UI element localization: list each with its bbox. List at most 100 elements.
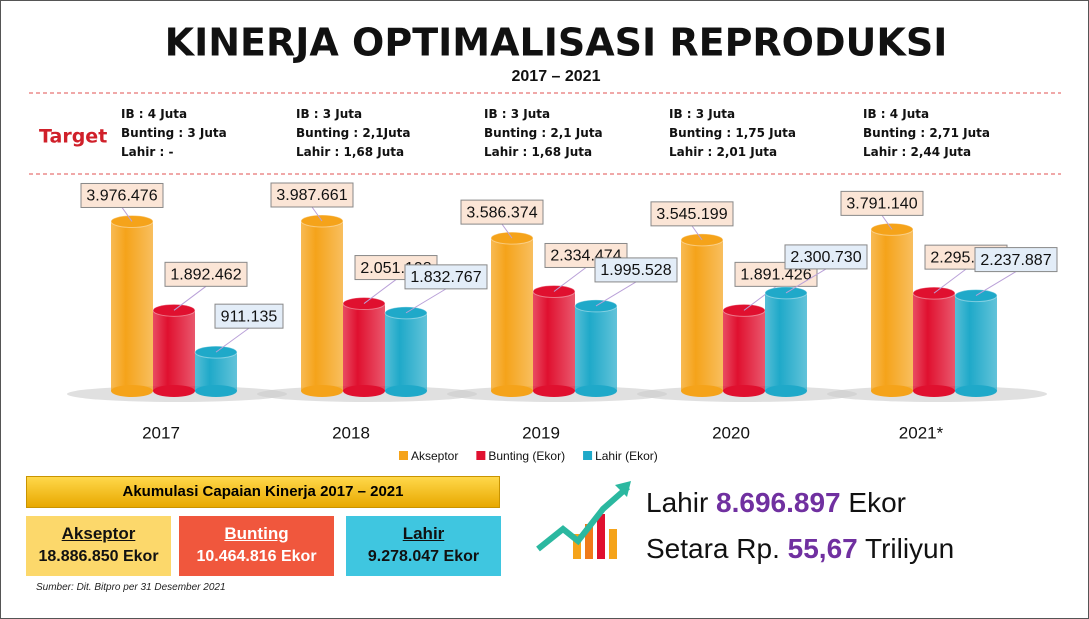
legend-swatch (476, 451, 486, 460)
x-tick-label: 2019 (522, 423, 560, 442)
target-item: IB : 3 Juta Bunting : 2,1 Juta Lahir : 1,6… (484, 105, 603, 162)
target-line: Lahir : 2,44 Juta (863, 145, 972, 159)
target-line: IB : 3 Juta (669, 107, 736, 121)
text: Triliyun (865, 533, 955, 564)
legend-swatch (399, 451, 408, 460)
x-tick-label: 2021* (899, 423, 944, 442)
chart: KINERJA OPTIMALISASI REPRODUKSI 2017 – 2… (29, 21, 1061, 463)
leader-line (173, 285, 207, 311)
bar-base (913, 385, 955, 397)
leader-line (785, 268, 827, 294)
target-line: Bunting : 2,71 Juta (863, 126, 990, 140)
box-value: 9.278.047 Ekor (367, 548, 480, 565)
highlight: Lahir 8.696.897 Ekor (646, 487, 906, 519)
leader-line (363, 279, 397, 304)
bar-base (153, 385, 195, 397)
data-label: 3.791.140 (846, 196, 917, 213)
bar (871, 229, 913, 391)
data-label: 1.891.426 (740, 267, 811, 284)
x-tick-label: 2017 (142, 423, 180, 442)
label-box (460, 199, 544, 225)
data-label: 2.237.887 (980, 252, 1051, 269)
bar-base (575, 385, 617, 397)
target-item: IB : 3 Juta Bunting : 2,1Juta Lahir : 1,68… (296, 105, 410, 162)
leader-line (881, 215, 893, 230)
leader-line (553, 267, 587, 292)
bar (385, 312, 427, 391)
target-line: IB : 3 Juta (296, 107, 363, 121)
box-value: 10.464.816 Ekor (196, 548, 317, 565)
data-label: 3.987.661 (276, 187, 347, 204)
leader-line (595, 281, 637, 307)
label-box (650, 201, 734, 227)
target-line: IB : 4 Juta (121, 107, 188, 121)
legend-label: Lahir (Ekor) (595, 449, 658, 463)
data-label: 3.586.374 (466, 204, 537, 221)
target-label: Target (39, 126, 107, 148)
leader-line (215, 327, 250, 353)
bar-base (871, 385, 913, 397)
chart-title: KINERJA OPTIMALISASI REPRODUKSI (165, 21, 948, 65)
box-title: Bunting (224, 524, 289, 543)
bar-base (765, 385, 807, 397)
target-line: Lahir : 1,68 Juta (484, 145, 593, 159)
label-box (270, 182, 354, 208)
text: Ekor (848, 487, 906, 518)
bar-base (111, 385, 153, 397)
label-box (214, 303, 284, 329)
bar (681, 239, 723, 391)
bar (491, 238, 533, 391)
bar-base (301, 385, 343, 397)
x-tick-label: 2020 (712, 423, 750, 442)
leader-line (501, 223, 513, 239)
data-label: 1.995.528 (600, 262, 671, 279)
bar (533, 291, 575, 391)
data-label: 2.300.730 (790, 249, 861, 266)
target-line: Lahir : - (121, 145, 174, 159)
label-box (404, 264, 488, 290)
text: Lahir (646, 487, 709, 518)
target-line: Bunting : 2,1Juta (296, 126, 411, 140)
bar-base (533, 385, 575, 397)
x-tick-label: 2018 (332, 423, 370, 442)
box-title: Akseptor (61, 524, 136, 543)
bar-base (681, 385, 723, 397)
label-box (974, 247, 1058, 273)
leader-line (975, 271, 1017, 297)
summary-box: Bunting 10.464.816 Ekor (179, 516, 334, 576)
bar-base (343, 385, 385, 397)
summary-box: Akseptor 18.886.850 Ekor (26, 516, 171, 576)
data-label: 3.976.476 (86, 188, 157, 205)
legend-label: Akseptor (411, 449, 458, 463)
target-item: IB : 4 Juta Bunting : 2,71 Juta Lahir : 2,… (863, 105, 990, 162)
bar (153, 310, 195, 391)
label-box (164, 261, 248, 287)
target-line: IB : 3 Juta (484, 107, 551, 121)
data-label: 1.892.462 (170, 267, 241, 284)
bar (765, 292, 807, 391)
bar-base (491, 385, 533, 397)
data-label: 911.135 (221, 308, 278, 325)
target-item: IB : 3 Juta Bunting : 1,75 Juta Lahir : 2,… (669, 105, 796, 162)
target-item: IB : 4 Juta Bunting : 3 Juta Lahir : - (121, 105, 227, 162)
bar (301, 221, 343, 391)
target-line: Lahir : 2,01 Juta (669, 145, 778, 159)
chart-subtitle: 2017 – 2021 (512, 68, 601, 85)
leader-line (933, 268, 967, 294)
bar (955, 295, 997, 391)
text: Setara Rp. (646, 533, 780, 564)
label-box (840, 190, 924, 216)
source: Sumber: Dit. Bitpro per 31 Desember 2021 (36, 582, 226, 593)
target-line: Bunting : 3 Juta (121, 126, 227, 140)
leader-line (405, 288, 447, 314)
number: 55,67 (787, 533, 858, 564)
bar (913, 293, 955, 391)
summary-box: Lahir 9.278.047 Ekor (346, 516, 501, 576)
bar-base (385, 385, 427, 397)
legend-swatch (583, 451, 593, 460)
target-line: Lahir : 1,68 Juta (296, 145, 405, 159)
bar (343, 303, 385, 391)
summary-banner: Akumulasi Capaian Kinerja 2017 – 2021 (26, 476, 500, 508)
label-box (784, 244, 868, 270)
bar-base (195, 385, 237, 397)
